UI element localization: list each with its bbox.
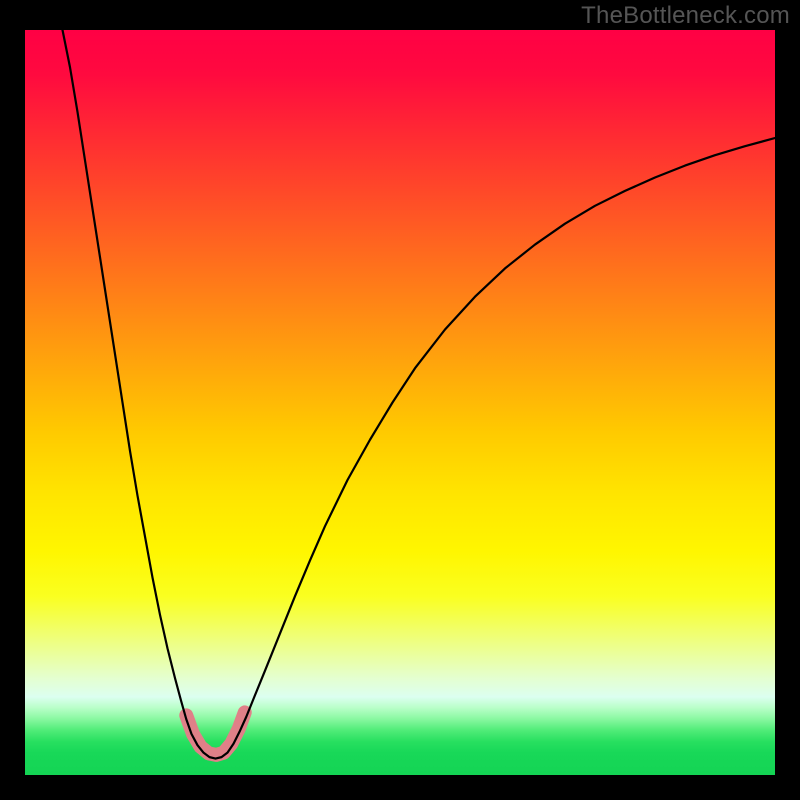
stage: TheBottleneck.com xyxy=(0,0,800,800)
watermark-text: TheBottleneck.com xyxy=(581,2,790,30)
plot-area xyxy=(25,30,775,775)
curve-layer xyxy=(25,30,775,775)
highlight-path xyxy=(186,712,245,754)
curve-path xyxy=(63,30,776,759)
